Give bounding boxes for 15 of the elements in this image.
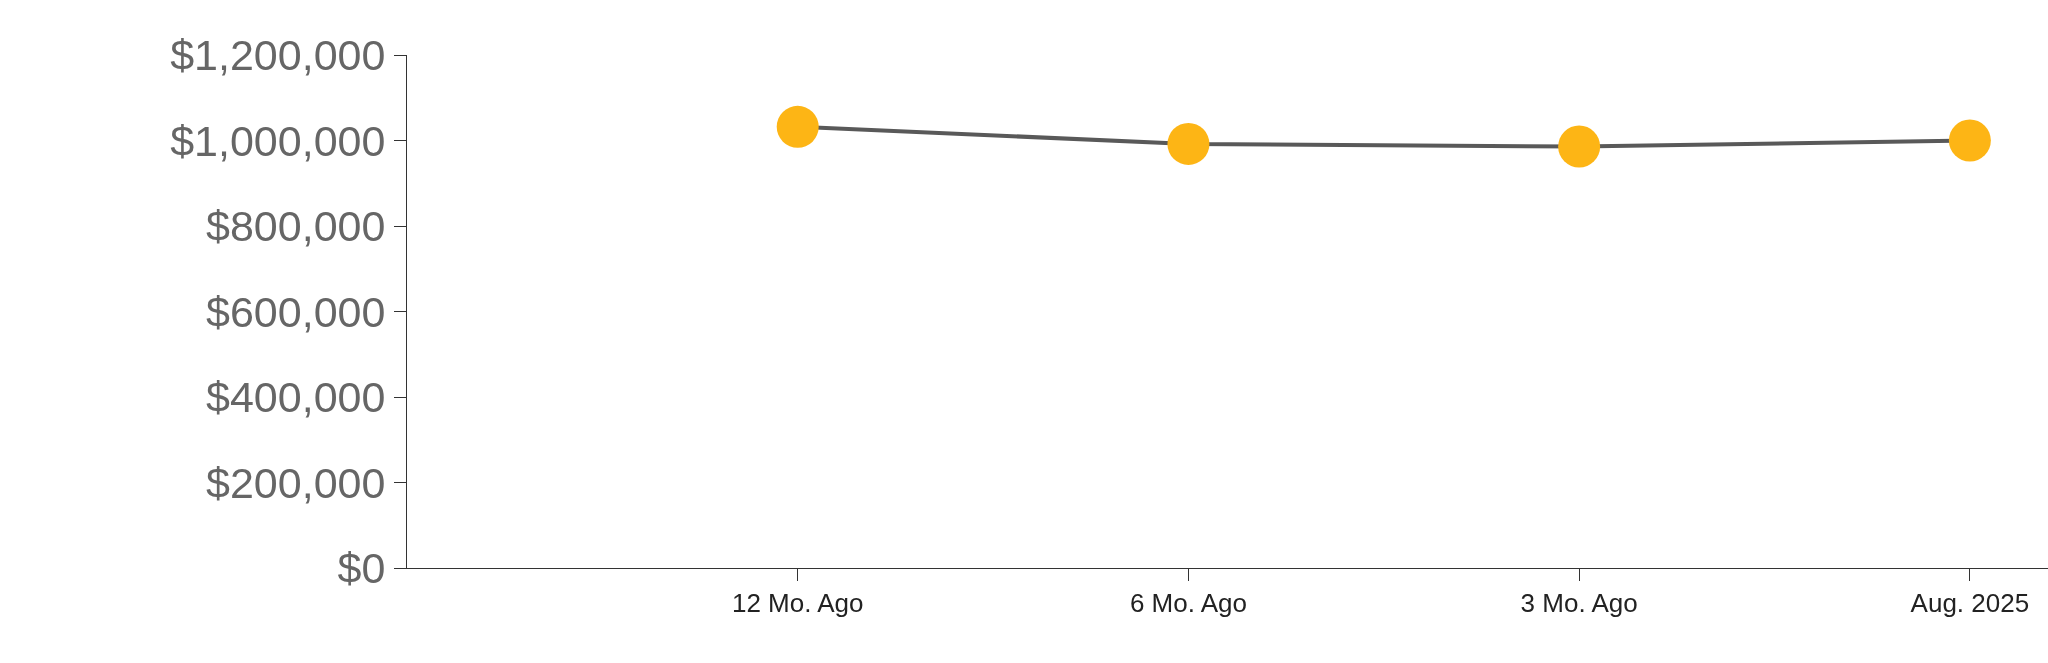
x-tick-label: Aug. 2025: [1910, 588, 2030, 619]
y-tick-label: $600,000: [206, 287, 386, 336]
point: [1558, 125, 1601, 168]
y-tick-label: $200,000: [206, 458, 386, 507]
x-tick-label: 12 Mo. Ago: [731, 588, 864, 619]
y-tick-label: $1,200,000: [170, 31, 386, 80]
x-tick-label: 3 Mo. Ago: [1520, 588, 1638, 619]
point: [1948, 119, 1991, 162]
x-tick-label: 6 Mo. Ago: [1129, 588, 1247, 619]
point: [1167, 122, 1210, 165]
y-tick-label: $400,000: [206, 373, 386, 422]
y-tick-label: $800,000: [206, 202, 386, 251]
y-tick-label: $1,000,000: [170, 116, 386, 165]
y-tick-label: $0: [337, 544, 386, 593]
point: [776, 105, 819, 148]
